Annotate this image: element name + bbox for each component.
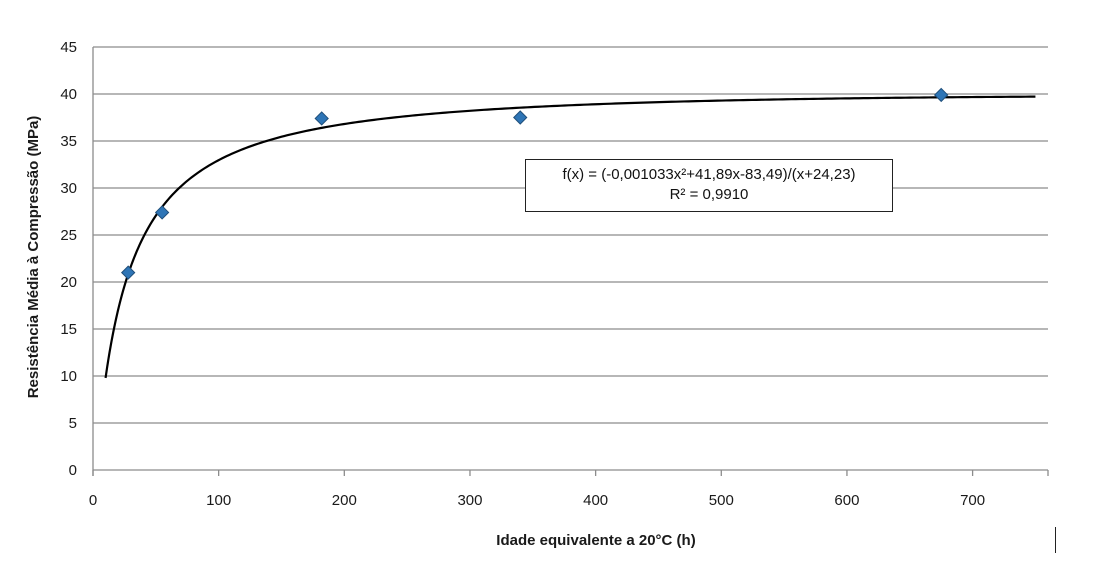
y-tick-label: 40 — [60, 86, 77, 103]
y-tick-label: 25 — [60, 227, 77, 244]
edge-marker — [1055, 527, 1056, 553]
x-tick-label: 200 — [332, 492, 357, 509]
y-tick-label: 5 — [69, 415, 77, 432]
data-point — [314, 111, 329, 126]
y-tick-label: 20 — [60, 274, 77, 291]
x-tick-label: 0 — [89, 492, 97, 509]
data-points — [120, 87, 949, 280]
trendline-r-squared: R² = 0,9910 — [669, 186, 749, 203]
data-point — [120, 265, 136, 280]
y-tick-label: 15 — [60, 321, 77, 338]
trendline-formula: f(x) = (-0,001033x²+41,89x-83,49)/(x+24,… — [562, 166, 856, 183]
data-point — [933, 87, 949, 103]
x-tick-label: 700 — [960, 492, 985, 509]
y-tick-label: 0 — [69, 462, 77, 479]
x-tick-label: 100 — [206, 492, 231, 509]
trendline — [104, 95, 1036, 379]
y-tick-label: 30 — [60, 180, 77, 197]
trendline-equation-box: f(x) = (-0,001033x²+41,89x-83,49)/(x+24,… — [525, 159, 893, 212]
y-tick-label: 45 — [60, 39, 77, 56]
y-tick-label: 10 — [60, 368, 77, 385]
x-axis-label: Idade equivalente a 20°C (h) — [496, 532, 695, 549]
axes — [92, 47, 1049, 476]
y-tick-labels: 0 5 10 15 20 25 30 35 40 45 — [60, 39, 77, 479]
y-tick-label: 35 — [60, 133, 77, 150]
x-tick-label: 500 — [709, 492, 734, 509]
x-tick-label: 400 — [583, 492, 608, 509]
data-point — [154, 205, 170, 220]
gridlines — [93, 46, 1048, 424]
data-point — [513, 110, 528, 125]
y-axis-label: Resistência Média à Compressão (MPa) — [25, 116, 42, 399]
x-tick-label: 600 — [834, 492, 859, 509]
x-tick-labels: 0 100 200 300 400 500 600 700 — [89, 492, 985, 509]
x-tick-label: 300 — [457, 492, 482, 509]
